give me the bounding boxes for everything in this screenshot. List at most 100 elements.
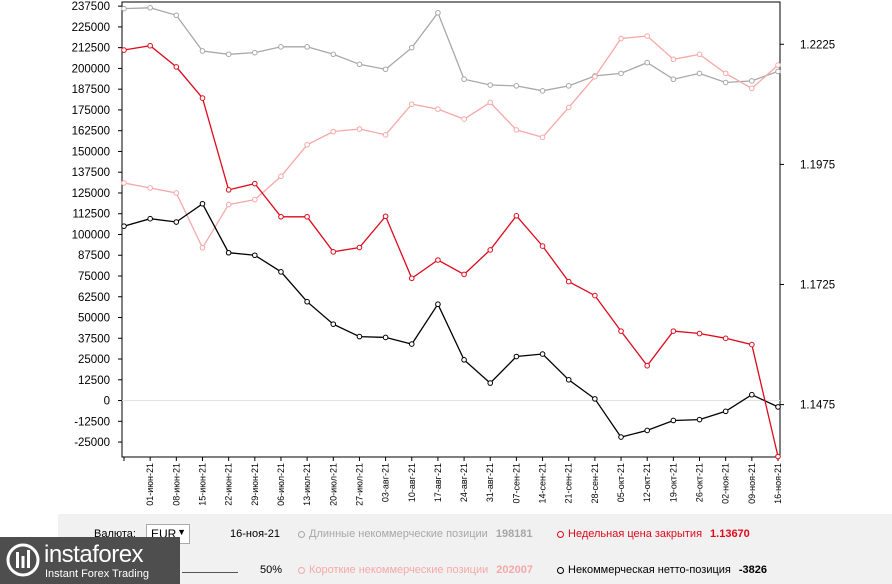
zoom-level: 50% <box>260 564 283 576</box>
right-tick-label: 1.1475 <box>800 400 835 412</box>
left-tick-label: 25000 <box>78 354 110 366</box>
left-tick-label: 225000 <box>72 22 110 34</box>
left-tick-label: 237500 <box>72 1 110 13</box>
data-point <box>199 244 206 251</box>
data-point <box>408 101 415 107</box>
left-tick-label: 175000 <box>72 105 110 117</box>
data-point <box>618 35 624 42</box>
data-point <box>644 33 651 39</box>
data-point <box>644 362 651 369</box>
data-point <box>513 353 520 360</box>
series-0 <box>121 5 781 94</box>
data-point <box>461 76 467 83</box>
data-point <box>225 187 232 193</box>
data-point <box>121 180 127 186</box>
data-point <box>513 213 520 219</box>
series-1 <box>121 33 781 251</box>
data-point <box>121 5 127 12</box>
logo-tagline: Instant Forex Trading <box>45 568 149 580</box>
chevron-down-icon: ▼ <box>177 527 186 537</box>
left-tick-label: 125000 <box>72 188 110 200</box>
chart-grid <box>121 1 781 458</box>
logo-name: instaforex <box>44 541 144 568</box>
data-point <box>618 328 624 334</box>
data-point <box>461 271 467 278</box>
data-point <box>670 76 677 83</box>
data-point <box>539 351 546 357</box>
data-point <box>330 128 337 135</box>
data-point <box>565 83 572 89</box>
series-line <box>123 35 779 250</box>
left-tick-label: 212500 <box>72 43 110 55</box>
data-point <box>173 190 180 196</box>
x-tick-label: 29-июн-21 <box>250 463 260 506</box>
data-point <box>513 83 520 89</box>
data-point <box>382 334 389 341</box>
x-tick-label: 15-июн-21 <box>197 463 207 506</box>
left-tick-label: 112500 <box>72 209 110 221</box>
data-point <box>644 59 651 66</box>
data-point <box>382 132 389 138</box>
right-tick-label: 1.1975 <box>800 159 835 171</box>
data-point <box>147 215 153 222</box>
close-value: 1.13670 <box>710 528 750 540</box>
data-point <box>382 66 389 73</box>
data-point <box>435 257 441 263</box>
data-point <box>304 298 310 305</box>
series-line <box>123 45 779 457</box>
data-point <box>722 70 729 77</box>
data-point <box>461 357 467 363</box>
x-tick-label: 01-июн-21 <box>145 463 155 506</box>
left-tick-label: 75000 <box>78 271 110 283</box>
x-tick-label: 24-авг-21 <box>459 463 469 502</box>
data-point <box>775 404 781 410</box>
x-tick-label: 20-июл-21 <box>328 463 338 506</box>
left-tick-label: 50000 <box>78 313 110 325</box>
legend-net: Некоммерческая нетто-позиция -3826 <box>557 564 767 576</box>
data-point <box>539 243 546 249</box>
data-point <box>278 173 284 180</box>
data-point <box>749 391 755 398</box>
x-tick-label: 26-окт-21 <box>695 463 705 502</box>
data-point <box>749 341 755 348</box>
data-point <box>356 333 363 340</box>
left-tick-label: 100000 <box>72 229 110 241</box>
left-tick-label: -12500 <box>74 416 110 428</box>
x-tick-label: 10-авг-21 <box>407 463 417 502</box>
data-point <box>330 321 337 327</box>
data-point <box>565 376 572 383</box>
short-label: Короткие некоммерческие позиции <box>309 564 489 576</box>
data-point <box>173 12 180 19</box>
series-line <box>123 7 779 92</box>
data-point <box>121 223 127 229</box>
x-tick-label: 03-авг-21 <box>381 463 391 502</box>
data-point <box>592 396 598 402</box>
data-point <box>147 42 153 49</box>
data-point <box>749 85 755 92</box>
x-tick-label: 19-окт-21 <box>668 463 678 502</box>
data-point <box>199 48 206 54</box>
data-point <box>304 213 310 220</box>
data-point <box>696 51 703 58</box>
data-point <box>644 427 651 434</box>
close-label: Недельная цена закрытия <box>568 528 703 540</box>
series-3 <box>121 42 781 460</box>
legend-long: Длинные некоммерческие позиции 198181 <box>298 528 533 540</box>
zoom-slider[interactable] <box>182 572 238 573</box>
selected-date: 16-ноя-21 <box>230 528 280 540</box>
data-point <box>252 252 258 259</box>
data-point <box>775 62 781 68</box>
data-point <box>408 275 415 282</box>
data-point <box>278 44 284 50</box>
data-point <box>356 126 363 132</box>
data-point <box>252 180 258 187</box>
data-point <box>696 416 703 423</box>
data-point <box>121 47 127 53</box>
x-tick-label: 21-сен-21 <box>564 463 574 504</box>
instaforex-logo-icon <box>6 543 40 577</box>
data-point <box>696 330 703 337</box>
data-point <box>382 213 389 220</box>
data-point <box>487 82 494 88</box>
x-tick-label: 27-июл-21 <box>354 463 364 506</box>
data-point <box>330 51 337 58</box>
